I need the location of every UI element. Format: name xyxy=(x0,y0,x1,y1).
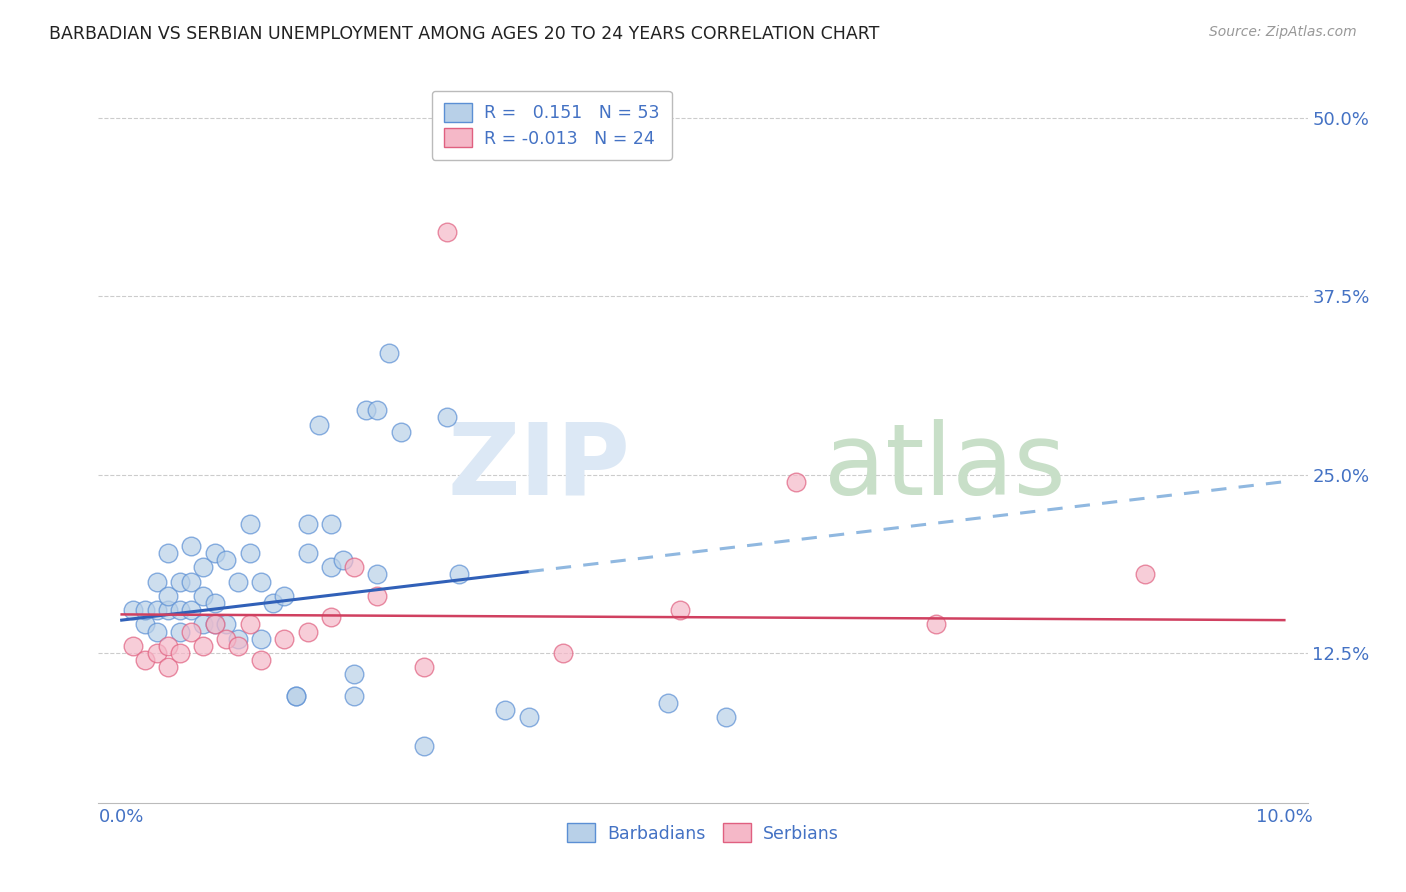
Point xyxy=(215,632,238,646)
Point xyxy=(494,703,516,717)
Point xyxy=(215,553,238,567)
Point xyxy=(366,403,388,417)
Text: atlas: atlas xyxy=(824,419,1066,516)
Point xyxy=(191,639,214,653)
Point xyxy=(343,560,366,574)
Point xyxy=(169,646,191,660)
Text: ZIP: ZIP xyxy=(447,419,630,516)
Point xyxy=(297,624,319,639)
Point xyxy=(191,560,214,574)
Point xyxy=(668,603,690,617)
Point xyxy=(180,539,202,553)
Point xyxy=(226,632,249,646)
Point xyxy=(157,603,180,617)
Point xyxy=(297,517,319,532)
Point xyxy=(145,646,167,660)
Point xyxy=(180,624,202,639)
Point xyxy=(250,574,273,589)
Point xyxy=(657,696,679,710)
Point xyxy=(134,653,156,667)
Point xyxy=(239,517,262,532)
Point xyxy=(191,617,214,632)
Point xyxy=(273,632,295,646)
Point xyxy=(239,546,262,560)
Point xyxy=(169,624,191,639)
Point xyxy=(308,417,330,432)
Point xyxy=(413,739,436,753)
Point xyxy=(180,574,202,589)
Point xyxy=(122,603,145,617)
Point xyxy=(343,689,366,703)
Text: Source: ZipAtlas.com: Source: ZipAtlas.com xyxy=(1209,25,1357,39)
Point xyxy=(1133,567,1156,582)
Point xyxy=(285,689,308,703)
Point xyxy=(204,617,226,632)
Point xyxy=(285,689,308,703)
Point xyxy=(215,617,238,632)
Point xyxy=(226,574,249,589)
Point xyxy=(204,596,226,610)
Point xyxy=(262,596,284,610)
Legend: Barbadians, Serbians: Barbadians, Serbians xyxy=(555,811,851,855)
Point xyxy=(332,553,354,567)
Point xyxy=(145,624,167,639)
Point xyxy=(436,225,458,239)
Point xyxy=(134,603,156,617)
Point xyxy=(716,710,738,724)
Point xyxy=(145,574,167,589)
Point xyxy=(366,589,388,603)
Point xyxy=(204,546,226,560)
Point xyxy=(297,546,319,560)
Point xyxy=(134,617,156,632)
Point xyxy=(250,653,273,667)
Point xyxy=(517,710,540,724)
Point xyxy=(319,610,342,624)
Point xyxy=(553,646,575,660)
Point xyxy=(180,603,202,617)
Point xyxy=(319,560,342,574)
Point xyxy=(924,617,946,632)
Point xyxy=(145,603,167,617)
Point xyxy=(413,660,436,674)
Point xyxy=(157,639,180,653)
Point xyxy=(378,346,401,360)
Point xyxy=(157,589,180,603)
Point xyxy=(366,567,388,582)
Point xyxy=(157,546,180,560)
Point xyxy=(785,475,807,489)
Point xyxy=(343,667,366,681)
Point xyxy=(273,589,295,603)
Point xyxy=(122,639,145,653)
Point xyxy=(447,567,470,582)
Point xyxy=(157,660,180,674)
Point xyxy=(226,639,249,653)
Point xyxy=(191,589,214,603)
Point xyxy=(319,517,342,532)
Point xyxy=(169,603,191,617)
Point xyxy=(250,632,273,646)
Point xyxy=(354,403,377,417)
Point xyxy=(204,617,226,632)
Point xyxy=(169,574,191,589)
Point xyxy=(436,410,458,425)
Point xyxy=(239,617,262,632)
Point xyxy=(389,425,412,439)
Text: BARBADIAN VS SERBIAN UNEMPLOYMENT AMONG AGES 20 TO 24 YEARS CORRELATION CHART: BARBADIAN VS SERBIAN UNEMPLOYMENT AMONG … xyxy=(49,25,880,43)
